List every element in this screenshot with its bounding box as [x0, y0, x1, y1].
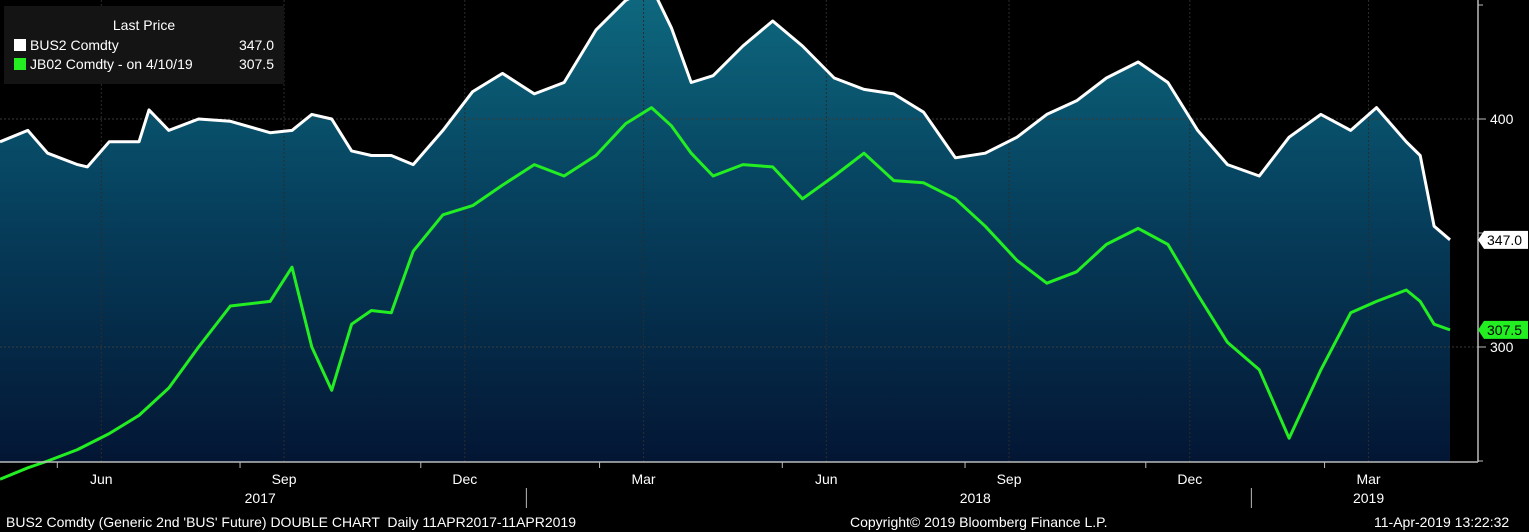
x-axis: Jun Sep Dec Mar Jun Sep Dec Mar 2017 2018 2019: [56, 462, 1384, 508]
legend-title: Last Price: [112, 17, 176, 33]
xtick-label: Mar: [631, 471, 655, 487]
tag-jb02-label: 307.5: [1487, 322, 1522, 338]
last-value-tags: 347.0 307.5: [1478, 230, 1528, 339]
year-label: 2017: [245, 490, 276, 506]
y-axis: 300 400: [1478, 4, 1514, 462]
legend-swatch-jb02: [14, 57, 26, 70]
year-label: 2019: [1353, 490, 1384, 506]
legend-value-bus2: 347.0: [238, 36, 274, 53]
year-label: 2018: [960, 490, 991, 506]
footer-description: BUS2 Comdty (Generic 2nd 'BUS' Future) D…: [6, 514, 576, 530]
xtick-label: Mar: [1356, 471, 1380, 487]
bus2-area-fill: [0, 0, 1450, 462]
ytick-label: 400: [1490, 111, 1514, 127]
xtick-label: Dec: [452, 471, 477, 487]
jb02-line: [0, 106, 1451, 481]
xtick-label: Jun: [815, 471, 838, 487]
legend-value-jb02: 307.5: [238, 55, 274, 72]
legend-item-bus2: BUS2 Comdty 347.0: [4, 35, 284, 54]
tag-bus2-label: 347.0: [1487, 232, 1522, 248]
legend-label-bus2: BUS2 Comdty: [30, 36, 119, 53]
tag-jb02-box: [1478, 320, 1528, 339]
footer-copyright: Copyright© 2019 Bloomberg Finance L.P.: [850, 514, 1108, 530]
axes: [0, 0, 1479, 463]
xtick-label: Sep: [997, 471, 1022, 487]
legend-item-jb02: JB02 Comdty - on 4/10/19 307.5: [4, 54, 284, 73]
tag-jb02: 307.5: [1478, 320, 1528, 339]
legend-label-jb02: JB02 Comdty - on 4/10/19: [30, 55, 193, 72]
xtick-label: Dec: [1177, 471, 1202, 487]
xtick-label: Jun: [90, 471, 113, 487]
footer-timestamp: 11-Apr-2019 13:22:32: [1374, 514, 1510, 530]
legend: Last Price BUS2 Comdty 347.0 JB02 Comdty…: [4, 6, 284, 84]
tag-bus2: 347.0: [1478, 230, 1528, 249]
xtick-label: Sep: [272, 471, 297, 487]
tag-bus2-box: [1478, 230, 1528, 249]
bus2-line: [0, 0, 1451, 241]
gridlines: [0, 0, 1478, 462]
legend-swatch-bus2: [14, 38, 26, 51]
ytick-label: 300: [1490, 339, 1514, 355]
